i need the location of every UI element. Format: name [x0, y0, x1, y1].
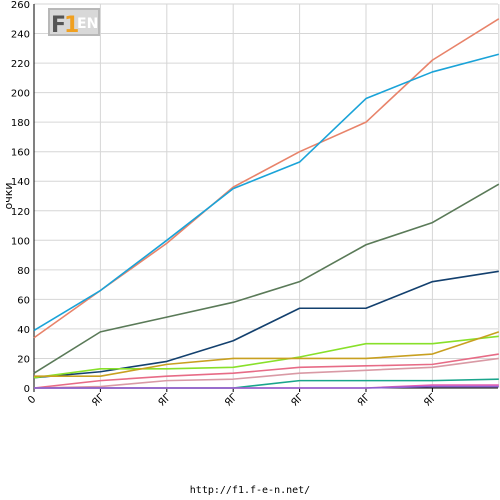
series-line-3: [33, 183, 500, 374]
x-tick-label: ЯГ: [289, 392, 306, 409]
series-line-11: [34, 385, 499, 389]
x-tick-label: ЯГ: [223, 392, 240, 409]
footer-url[interactable]: http://f1.f-e-n.net/: [189, 485, 311, 496]
x-tick-label: ЯГ: [157, 392, 174, 409]
y-tick-label: 200: [11, 89, 30, 100]
series-line-5: [33, 335, 499, 379]
y-tick-label: 60: [17, 295, 30, 306]
series-line-4: [33, 270, 499, 379]
x-tick-label: ЯГ: [422, 392, 439, 409]
y-tick-label: 160: [11, 148, 30, 159]
y-tick-label: 180: [11, 118, 30, 129]
y-tick-label: 240: [11, 30, 30, 41]
y-axis-ticks: 0 20 40 60 80 100 120 140 160 180 200 220 240 260: [11, 0, 30, 395]
x-tick-label: ЯГ: [356, 392, 373, 409]
y-tick-label: 100: [11, 236, 30, 247]
svg-text:1: 1: [64, 13, 79, 36]
y-tick-label: 80: [17, 266, 30, 277]
y-tick-label: 140: [11, 177, 30, 188]
series-line-2: [33, 53, 500, 332]
series-line-6: [34, 331, 500, 377]
svg-text:EN: EN: [77, 16, 98, 32]
series-line-7: [33, 353, 499, 389]
series-line-1: [33, 18, 500, 339]
x-tick-label: ЯГ: [90, 392, 107, 409]
svg-text:F: F: [51, 13, 66, 36]
x-axis-ticks: 0 ЯГ ЯГ ЯГ ЯГ ЯГ ЯГ: [26, 388, 439, 409]
y-tick-label: 0: [24, 384, 30, 395]
x-tick-label: 0: [26, 394, 38, 406]
y-tick-label: 40: [17, 325, 30, 336]
y-tick-label: 220: [11, 59, 30, 70]
y-tick-label: 20: [17, 354, 30, 365]
series-line-8: [33, 357, 499, 389]
y-tick-label: 120: [11, 207, 30, 218]
y-tick-label: 260: [11, 0, 30, 11]
y-axis-label: очки: [2, 182, 15, 209]
chart-series: [33, 18, 500, 389]
chart-grid: [33, 3, 500, 389]
f1en-logo: F 1 EN: [48, 8, 100, 38]
